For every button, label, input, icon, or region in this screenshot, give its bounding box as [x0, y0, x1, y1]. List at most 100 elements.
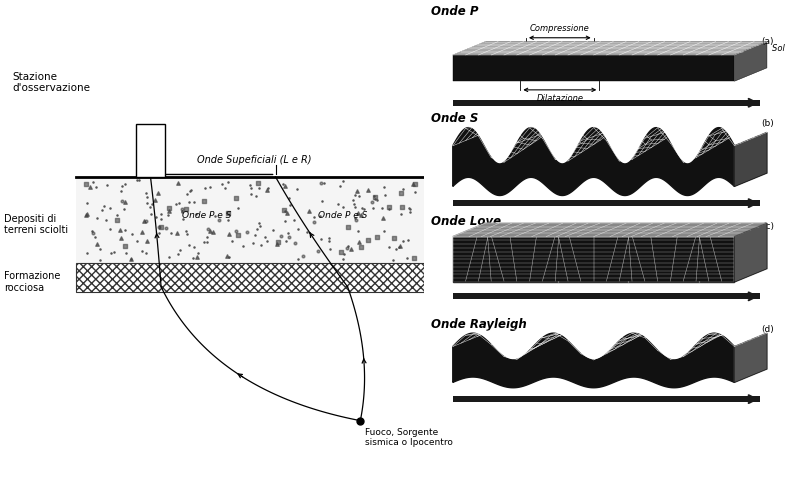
Bar [76, 263, 424, 292]
Point [126, 255, 138, 263]
Point [124, 255, 137, 263]
Point [98, 202, 111, 210]
Point [223, 253, 235, 261]
Point [261, 186, 273, 194]
Point [301, 228, 313, 236]
Point [172, 179, 184, 187]
Point [181, 190, 193, 198]
Point [278, 206, 290, 214]
Point [221, 178, 234, 186]
Text: Fuoco, Sorgente
sismica o Ipocentro: Fuoco, Sorgente sismica o Ipocentro [364, 428, 452, 447]
Point [403, 205, 416, 212]
Point [229, 194, 242, 202]
Point [362, 236, 374, 243]
Point [312, 247, 324, 254]
Point [232, 231, 244, 239]
Point [279, 217, 291, 225]
Point [338, 250, 351, 258]
Bar [136, 124, 166, 177]
Text: Onde P e S: Onde P e S [318, 211, 367, 219]
Point [316, 235, 328, 243]
Point [126, 230, 138, 238]
Polygon shape [453, 396, 760, 402]
Point [94, 246, 107, 253]
Point [80, 249, 93, 257]
Point [155, 224, 167, 231]
Text: Formazione
rocciosa: Formazione rocciosa [4, 271, 60, 293]
Point [145, 201, 158, 208]
Point [290, 185, 303, 193]
Point [323, 237, 335, 245]
Point [172, 250, 184, 257]
Point [140, 217, 152, 225]
Point [349, 203, 362, 211]
Point [378, 228, 390, 235]
Polygon shape [453, 333, 735, 388]
Point [117, 206, 130, 213]
Polygon shape [735, 333, 767, 382]
Point [401, 254, 414, 262]
Point [183, 241, 195, 249]
Point [375, 204, 388, 212]
Point [369, 195, 382, 203]
Point [345, 245, 357, 253]
Point [236, 242, 249, 250]
Point [145, 210, 158, 218]
Point [150, 213, 162, 221]
Point [93, 256, 106, 264]
Polygon shape [453, 128, 735, 196]
Point [183, 198, 195, 206]
Point [81, 200, 93, 207]
Point [316, 197, 328, 205]
Point [337, 178, 349, 185]
Point [334, 182, 346, 190]
Point [173, 199, 185, 206]
Point [361, 186, 374, 194]
Point [283, 194, 295, 202]
Point [165, 229, 177, 237]
Text: Onde Supeficiali (L e R): Onde Supeficiali (L e R) [197, 155, 312, 165]
Text: Stazione
d'osservazione: Stazione d'osservazione [13, 72, 91, 93]
Point [383, 205, 396, 213]
Point [202, 225, 214, 233]
Point [396, 203, 408, 211]
Point [119, 249, 132, 257]
Point [188, 244, 200, 251]
Point [289, 239, 301, 246]
Point [206, 228, 219, 236]
Point [394, 189, 407, 197]
Point [229, 228, 242, 235]
Point [350, 187, 363, 195]
Point [308, 218, 320, 226]
Point [341, 224, 354, 231]
Point [116, 197, 129, 205]
Point [254, 222, 266, 229]
Bar [76, 177, 424, 263]
Point [170, 228, 183, 236]
Point [352, 209, 364, 217]
Point [314, 213, 327, 220]
Point [369, 193, 382, 201]
Point [409, 180, 422, 187]
Point [187, 254, 199, 261]
Point [136, 228, 148, 236]
Point [308, 214, 320, 221]
Text: Onde Rayleigh: Onde Rayleigh [431, 318, 527, 331]
Point [198, 197, 210, 205]
Point [371, 196, 383, 204]
Point [334, 249, 347, 256]
Point [90, 184, 103, 191]
Point [252, 180, 265, 187]
Point [331, 200, 344, 208]
Point [407, 255, 420, 262]
Point [181, 206, 193, 213]
Point [140, 250, 152, 257]
Point [140, 189, 152, 196]
Point [100, 217, 112, 224]
Point [272, 239, 285, 246]
Point [91, 240, 104, 248]
Point [317, 179, 330, 187]
Point [367, 192, 380, 200]
Point [108, 249, 121, 256]
Point [404, 209, 417, 217]
